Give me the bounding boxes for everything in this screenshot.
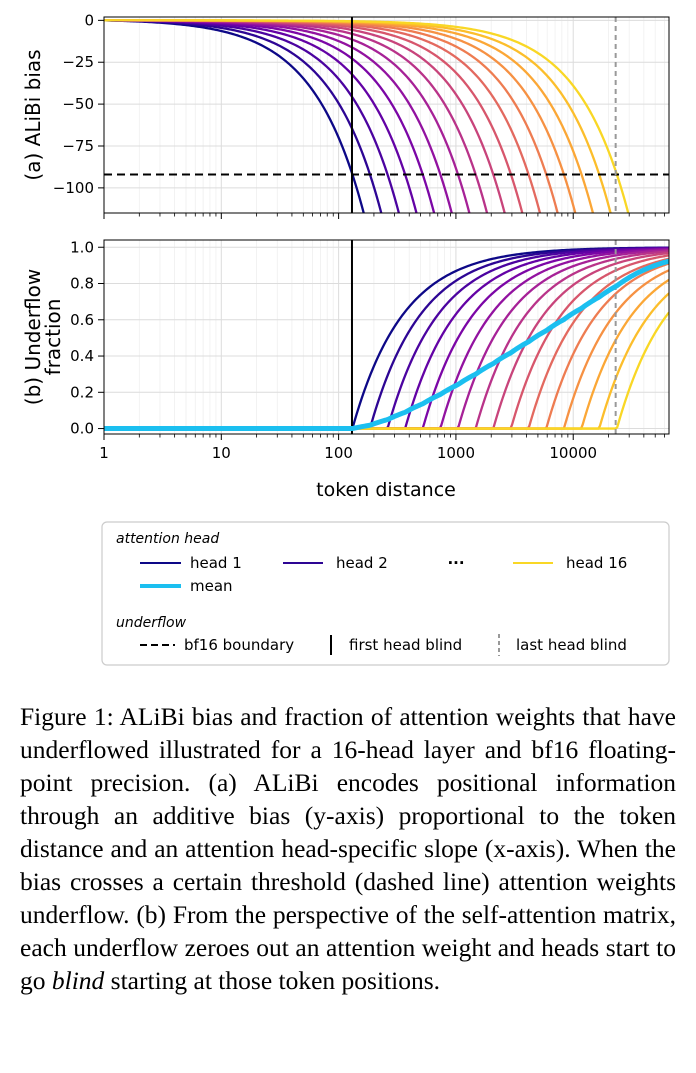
caption-lead: Figure 1: ALiBi bias and fraction of att… xyxy=(20,702,676,995)
x-tick-label: 1000 xyxy=(437,444,475,462)
bias-curve-head-14 xyxy=(104,19,595,213)
panel-a-grid xyxy=(103,17,669,213)
panel-a-series xyxy=(104,19,630,213)
underflow-curve-head-15 xyxy=(104,292,669,430)
panel-b-x-ticks: 1 10 100 1000 10000 xyxy=(99,434,665,462)
panel-b-series xyxy=(104,246,669,430)
underflow-curve-head-12 xyxy=(104,262,669,430)
caption-tail: starting at those token positions. xyxy=(104,966,441,995)
underflow-curve-head-1 xyxy=(104,246,669,430)
panel-a-x-ticks xyxy=(103,213,665,219)
y-tick-label: 0.4 xyxy=(70,347,94,365)
panel-a: 0 −25 −50 −75 −100 (a) ALiBi bias xyxy=(21,11,670,219)
bias-curve-head-4 xyxy=(104,19,418,213)
y-tick-label: −50 xyxy=(62,95,94,113)
legend-head2-label: head 2 xyxy=(336,554,388,572)
legend-first-blind-label: first head blind xyxy=(349,636,462,654)
legend-mean-label: mean xyxy=(190,577,233,595)
legend-title-underflow: underflow xyxy=(116,615,187,631)
legend-boundary-label: bf16 boundary xyxy=(184,636,294,654)
figure-chart: 0−25−50−75−100 (a) ALiBi bias 0.00.20.40… xyxy=(21,11,670,666)
x-tick-label: 100 xyxy=(324,444,353,462)
underflow-curve-head-14 xyxy=(104,278,669,430)
bias-curve-head-12 xyxy=(104,19,559,213)
panel-a-ylabel: (a) ALiBi bias xyxy=(21,49,45,180)
y-tick-label: −75 xyxy=(62,137,94,155)
y-tick-label: −25 xyxy=(62,53,94,71)
legend-head1-label: head 1 xyxy=(190,554,242,572)
y-tick-label: 0.2 xyxy=(70,383,94,401)
panel-b-ylabel-line2: fraction xyxy=(41,299,65,376)
x-tick-label: 1 xyxy=(99,444,109,462)
y-tick-label: 0.8 xyxy=(70,275,94,293)
panel-b-frame xyxy=(103,239,670,435)
legend-last-blind-label: last head blind xyxy=(516,636,627,654)
y-tick-label: 1.0 xyxy=(70,238,94,256)
x-axis-label: token distance xyxy=(316,479,456,501)
legend-title-attention: attention head xyxy=(116,531,219,547)
legend-ellipsis: ··· xyxy=(447,554,464,572)
figure-caption: Figure 1: ALiBi bias and fraction of att… xyxy=(20,700,676,997)
legend: attention head head 1 head 2 ··· head 16… xyxy=(101,521,670,666)
mean-line xyxy=(104,258,669,432)
panel-b-y-ticks: 0.0 0.2 0.4 0.6 0.8 1.0 xyxy=(70,238,104,438)
panel-b-ylabel: (b) Underflow fraction xyxy=(21,269,65,405)
bias-curve-head-1 xyxy=(104,19,365,213)
legend-head16-label: head 16 xyxy=(566,554,627,572)
y-tick-label: 0.0 xyxy=(70,420,94,438)
x-tick-label: 10 xyxy=(212,444,231,462)
panel-b: 0.0 0.2 0.4 0.6 0.8 1.0 1 10 100 1000 10000 (b) U… xyxy=(21,238,670,501)
legend-frame xyxy=(101,521,670,666)
bias-curve-head-8 xyxy=(104,19,489,213)
x-tick-label: 10000 xyxy=(549,444,597,462)
panel-a-frame xyxy=(103,16,670,214)
caption-emphasis: blind xyxy=(51,966,105,995)
underflow-curve-head-13 xyxy=(104,269,669,430)
y-tick-label: 0 xyxy=(84,11,94,29)
panel-a-y-ticks: 0 −25 −50 −75 −100 xyxy=(53,11,104,197)
y-tick-label: −100 xyxy=(53,179,94,197)
underflow-curve-head-11 xyxy=(104,257,669,430)
panel-b-ylabel-line1: (b) Underflow xyxy=(21,269,45,405)
bias-curve-head-2 xyxy=(104,19,383,213)
y-tick-label: 0.6 xyxy=(70,311,94,329)
bias-curve-head-16 xyxy=(104,19,630,213)
